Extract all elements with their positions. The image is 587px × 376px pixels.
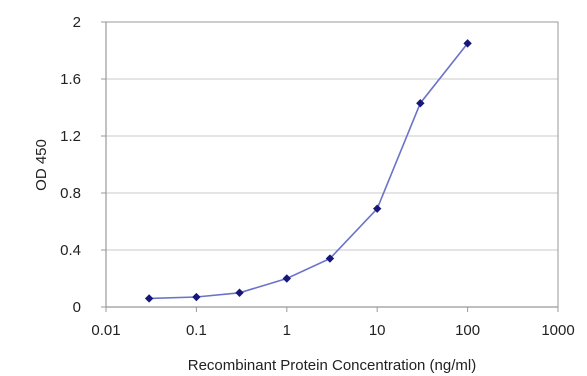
x-tick-label: 1000	[541, 322, 574, 339]
data-point	[282, 274, 291, 283]
y-tick-label: 1.2	[60, 128, 81, 145]
y-tick-label: 0.4	[60, 242, 81, 259]
grid-lines	[106, 21, 558, 308]
axes	[101, 21, 559, 312]
data-point	[463, 39, 472, 48]
data-series	[144, 39, 472, 303]
plot-area	[105, 21, 559, 308]
data-point	[235, 288, 244, 297]
y-tick-label: 1.6	[60, 71, 81, 88]
x-axis-title: Recombinant Protein Concentration (ng/ml…	[188, 357, 476, 374]
x-tick-label: 10	[369, 322, 386, 339]
y-tick-label: 0.8	[60, 185, 81, 202]
data-point	[373, 204, 382, 213]
x-tick-label: 1	[283, 322, 291, 339]
x-tick-label: 0.1	[186, 322, 207, 339]
data-point	[192, 292, 201, 302]
y-axis-title: OD 450	[33, 139, 50, 191]
y-tick-label: 0	[73, 299, 81, 316]
data-point	[144, 294, 154, 303]
x-tick-label: 100	[455, 322, 480, 339]
y-tick-label: 2	[73, 14, 81, 31]
data-point	[416, 99, 425, 108]
data-point	[325, 254, 335, 263]
series-line	[149, 42, 469, 300]
tick-labels: 0 0.4 0.8 1.2 1.6 2 0.01 0.1 1 10 100 1000	[60, 14, 575, 339]
x-tick-label: 0.01	[91, 322, 120, 339]
